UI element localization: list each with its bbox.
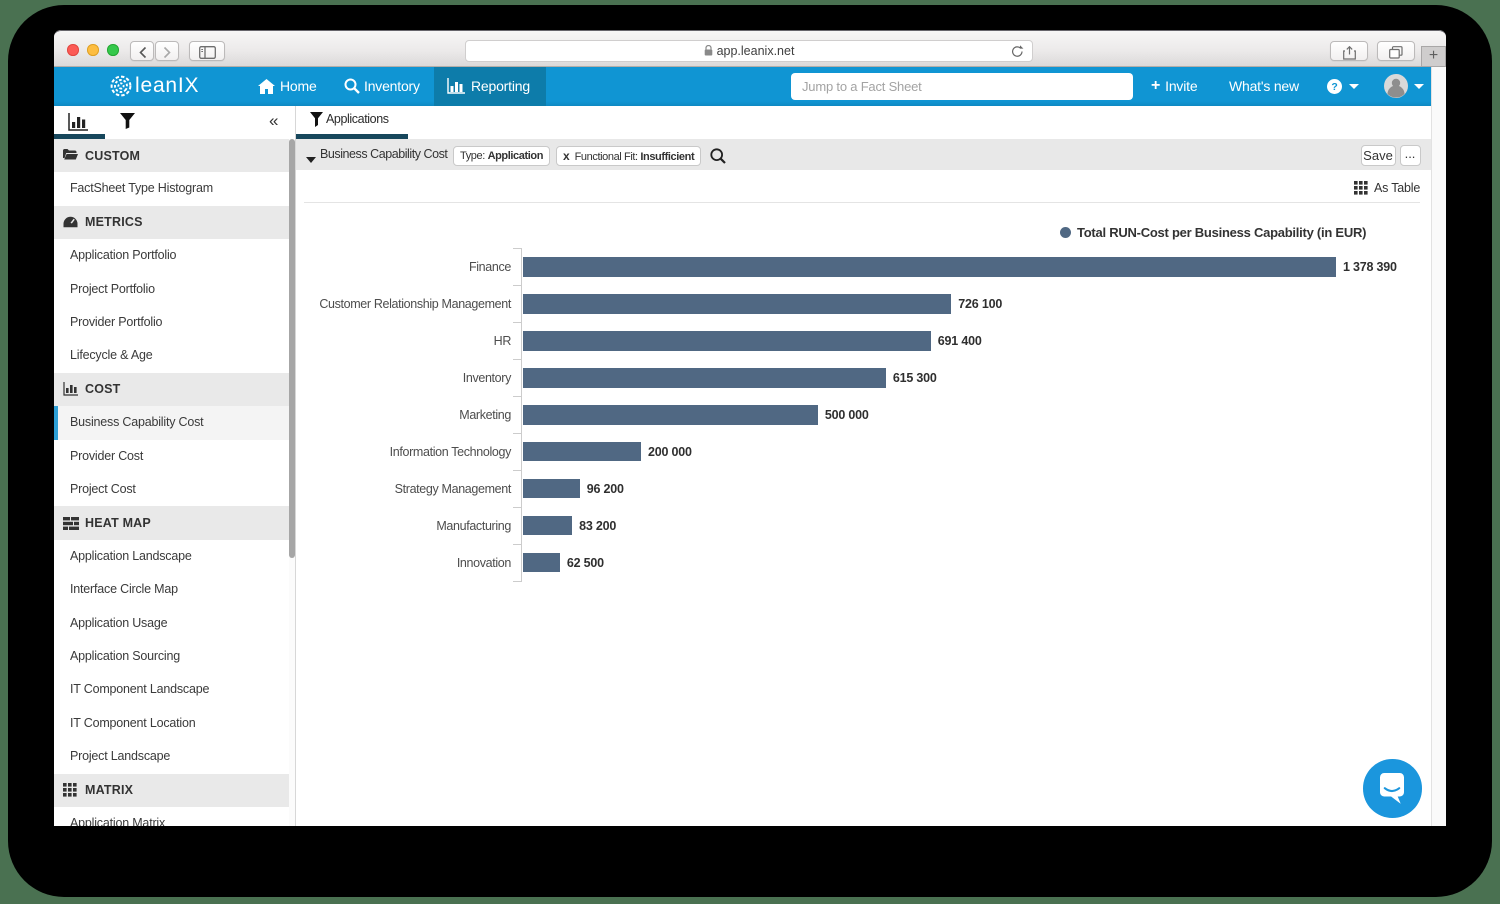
svg-text:?: ? xyxy=(1331,81,1337,93)
